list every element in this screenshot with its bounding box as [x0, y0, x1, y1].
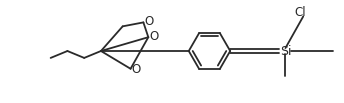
Text: O: O	[131, 63, 141, 76]
Text: Cl: Cl	[294, 6, 306, 19]
Text: O: O	[144, 15, 154, 28]
Text: Si: Si	[280, 44, 292, 57]
Text: O: O	[149, 30, 159, 43]
